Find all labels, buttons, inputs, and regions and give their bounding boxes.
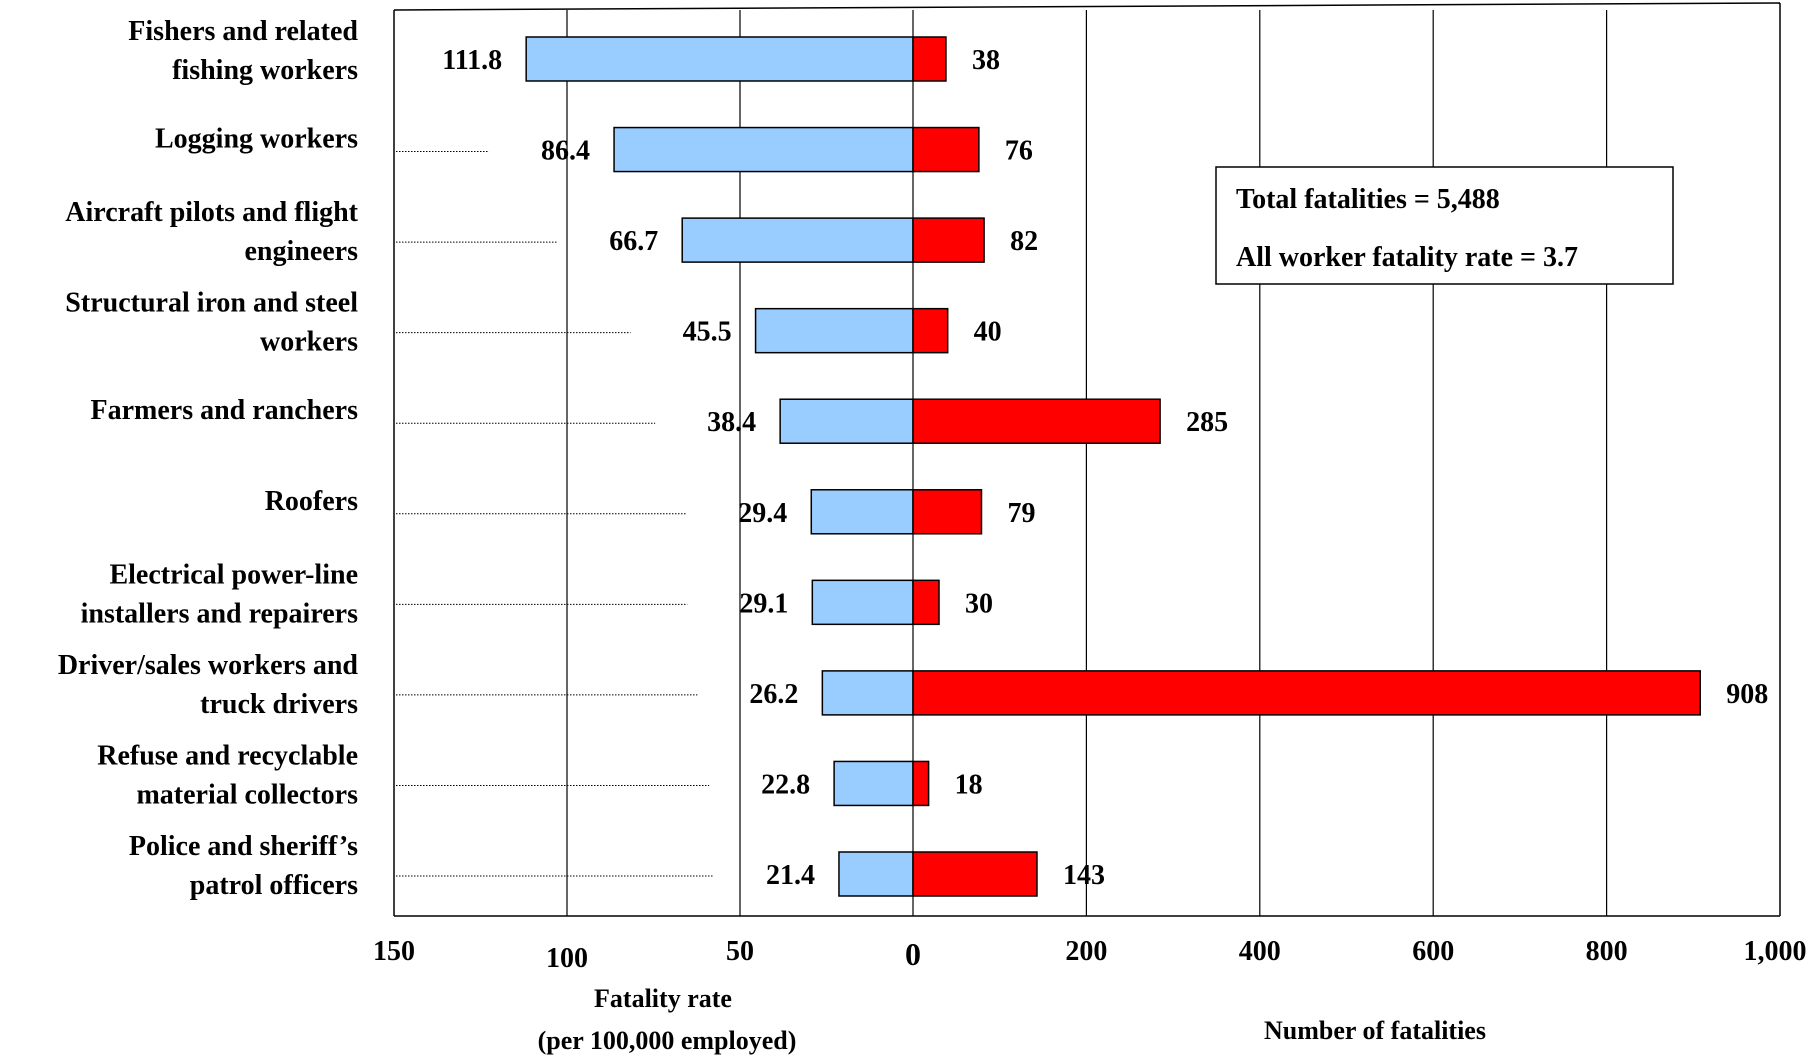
count-value-label: 18 (955, 769, 983, 800)
category-label: Police and sheriff’s (129, 831, 358, 862)
category-label: Refuse and recyclable (97, 740, 358, 771)
annotation-frame (1215, 166, 1674, 285)
category-label: Aircraft pilots and flight (65, 197, 358, 228)
rate-value-label: 86.4 (541, 136, 590, 167)
count-bar (912, 760, 930, 807)
count-bar (912, 670, 1701, 716)
rate-bar (754, 307, 914, 354)
count-value-label: 908 (1726, 679, 1768, 710)
left-axis-title-line-2: (per 100,000 employed) (538, 1026, 797, 1055)
rate-bar (810, 489, 914, 535)
right-tick-label: 1,000 (1744, 936, 1807, 967)
left-tick-label: 100 (546, 943, 588, 974)
all-worker-rate-text: All worker fatality rate = 3.7 (1236, 242, 1578, 273)
count-value-label: 143 (1063, 860, 1105, 891)
bars (525, 36, 1701, 897)
rate-value-label: 66.7 (609, 226, 658, 257)
rate-bar (811, 579, 914, 626)
left-tick-label: 0 (905, 936, 921, 972)
count-bar (912, 307, 949, 354)
count-value-label: 40 (974, 317, 1002, 348)
category-label: truck drivers (200, 689, 358, 720)
category-label: Roofers (265, 486, 358, 517)
count-value-label: 79 (1007, 498, 1035, 529)
rate-bar (613, 126, 914, 173)
category-label: Electrical power-line (109, 559, 358, 590)
count-bar (912, 489, 983, 535)
left-tick-label: 150 (373, 936, 415, 967)
category-label: patrol officers (190, 870, 358, 901)
category-leader-lines (396, 151, 714, 877)
left-tick-label: 50 (726, 936, 754, 967)
count-value-label: 38 (972, 45, 1000, 76)
count-bar (912, 217, 985, 263)
category-label: engineers (244, 236, 358, 267)
tick-labels: 150 100 50 0 200 400 600 800 1,000 (373, 936, 1807, 974)
category-label: Structural iron and steel (65, 288, 358, 319)
rate-value-label: 22.8 (761, 769, 810, 800)
value-labels: 111.8 38 86.4 76 66.7 82 45.5 40 38.4 285 29.4 79 29… (442, 45, 1768, 891)
right-tick-label: 400 (1239, 936, 1281, 967)
rate-bar (833, 760, 914, 807)
plot-top-border (393, 2, 1781, 11)
right-tick-label: 200 (1065, 936, 1107, 967)
rate-bar (821, 670, 914, 716)
right-tick-label: 800 (1586, 936, 1628, 967)
category-label: material collectors (136, 779, 358, 810)
category-label: Fishers and related (128, 16, 358, 47)
rate-bar (838, 851, 914, 897)
rate-value-label: 26.2 (749, 679, 798, 710)
count-value-label: 30 (965, 588, 993, 619)
rate-bar (779, 398, 914, 444)
rate-value-label: 111.8 (442, 45, 502, 76)
summary-annotation-box: Total fatalities = 5,488 All worker fata… (1215, 166, 1674, 285)
category-labels: Fishers and related fishing workers Loggin… (58, 16, 359, 901)
count-bar (912, 398, 1161, 444)
right-axis-title: Number of fatalities (1264, 1016, 1486, 1045)
category-label: workers (260, 327, 358, 358)
axis-titles: Fatality rate (per 100,000 employed) Num… (538, 984, 1486, 1055)
count-bar (912, 36, 947, 82)
category-label: Logging workers (155, 124, 358, 155)
left-axis-title-line-1: Fatality rate (594, 984, 732, 1013)
category-label: installers and repairers (81, 598, 359, 629)
rate-value-label: 21.4 (766, 860, 815, 891)
count-value-label: 285 (1186, 407, 1228, 438)
category-label: Driver/sales workers and (58, 650, 359, 681)
category-label: fishing workers (172, 55, 358, 86)
count-value-label: 82 (1010, 226, 1038, 257)
count-value-label: 76 (1005, 136, 1033, 167)
category-label: Farmers and ranchers (90, 395, 358, 426)
rate-bar (681, 217, 914, 263)
rate-bar (525, 36, 914, 82)
total-fatalities-text: Total fatalities = 5,488 (1236, 184, 1500, 215)
rate-value-label: 38.4 (707, 407, 756, 438)
right-tick-label: 600 (1412, 936, 1454, 967)
count-bar (912, 579, 940, 626)
rate-value-label: 45.5 (683, 317, 732, 348)
chart-frame (393, 2, 1781, 917)
count-bar (912, 126, 980, 173)
count-bar (912, 851, 1038, 897)
rate-value-label: 29.1 (739, 588, 788, 619)
rate-value-label: 29.4 (738, 498, 787, 529)
